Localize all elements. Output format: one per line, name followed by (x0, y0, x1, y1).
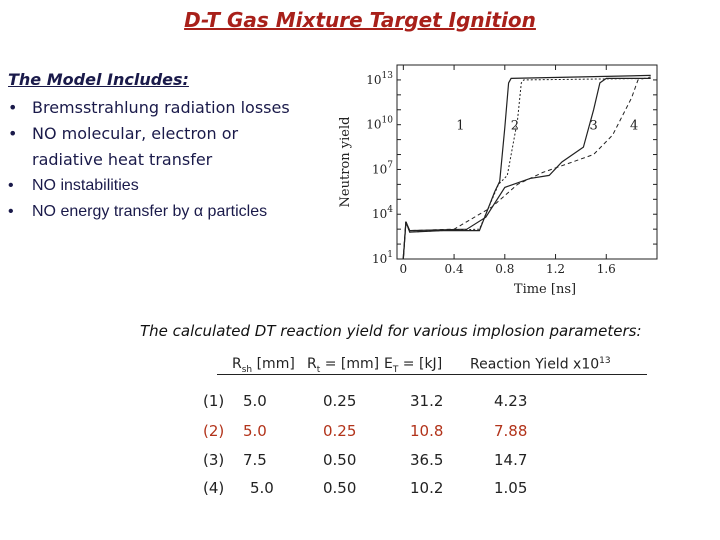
series-line-4 (402, 76, 651, 260)
model-item: • NO instabilities (8, 173, 338, 199)
x-axis-label: Time [ns] (514, 282, 576, 297)
cell-rsh: 5.0 (250, 479, 274, 497)
bullet: • (8, 203, 14, 220)
row-id: (2) (203, 422, 225, 440)
model-list: • Bremsstrahlung radiation losses • NO mol… (8, 95, 338, 225)
model-item-text: radiative heat transfer (32, 150, 213, 169)
row-id: (3) (203, 451, 225, 469)
cell-et: 10.2 (410, 479, 444, 497)
header-rt: Rt = [mm] (307, 356, 380, 375)
bullet: • (8, 177, 14, 194)
y-axis-label: Neutron yield (338, 117, 353, 208)
model-item-text: NO molecular, electron or (32, 124, 239, 143)
row-id: (1) (203, 392, 225, 410)
cell-yield: 4.23 (494, 392, 528, 410)
table-caption: The calculated DT reaction yield for var… (140, 322, 642, 340)
x-tick-label: 0 (400, 262, 408, 276)
cell-rt: 0.50 (323, 451, 357, 469)
header-rsh: Rsh [mm] (232, 356, 295, 375)
x-tick-label: 0.8 (495, 262, 514, 276)
cell-rsh: 5.0 (243, 422, 267, 440)
curve-label: 2 (511, 119, 519, 134)
cell-et: 10.8 (410, 422, 444, 440)
page-title: D-T Gas Mixture Target Ignition (184, 8, 536, 32)
x-tick-label: 0.4 (445, 262, 464, 276)
cell-et: 36.5 (410, 451, 444, 469)
cell-yield: 1.05 (494, 479, 528, 497)
cell-et: 31.2 (410, 392, 444, 410)
model-item: • Bremsstrahlung radiation losses (8, 95, 338, 121)
cell-yield: 7.88 (494, 422, 528, 440)
curve-label: 1 (456, 119, 464, 134)
cell-rsh: 5.0 (243, 392, 267, 410)
bullet: • (8, 98, 18, 117)
curve-label: 3 (589, 119, 597, 134)
bullet: • (8, 124, 18, 143)
header-et: ET = [kJ] (384, 356, 443, 375)
cell-rt: 0.50 (323, 479, 357, 497)
header-yield: Reaction Yield x1013 (470, 356, 611, 373)
model-item-text: Bremsstrahlung radiation losses (32, 98, 290, 117)
model-item-continuation: radiative heat transfer (8, 147, 338, 173)
cell-rsh: 7.5 (243, 451, 267, 469)
curve-label: 4 (630, 119, 638, 134)
model-item-text: NO energy transfer by α particles (32, 203, 268, 220)
model-item-text: NO instabilities (32, 177, 139, 194)
model-item: • NO molecular, electron or (8, 121, 338, 147)
cell-rt: 0.25 (323, 392, 357, 410)
row-id: (4) (203, 479, 225, 497)
plot-frame (396, 64, 658, 260)
cell-yield: 14.7 (494, 451, 528, 469)
header-underline (217, 374, 647, 375)
x-tick-label: 1.6 (597, 262, 616, 276)
model-item: • NO energy transfer by α particles (8, 199, 338, 225)
cell-rt: 0.25 (323, 422, 357, 440)
model-heading: The Model Includes: (8, 70, 189, 89)
x-tick-label: 1.2 (546, 262, 565, 276)
